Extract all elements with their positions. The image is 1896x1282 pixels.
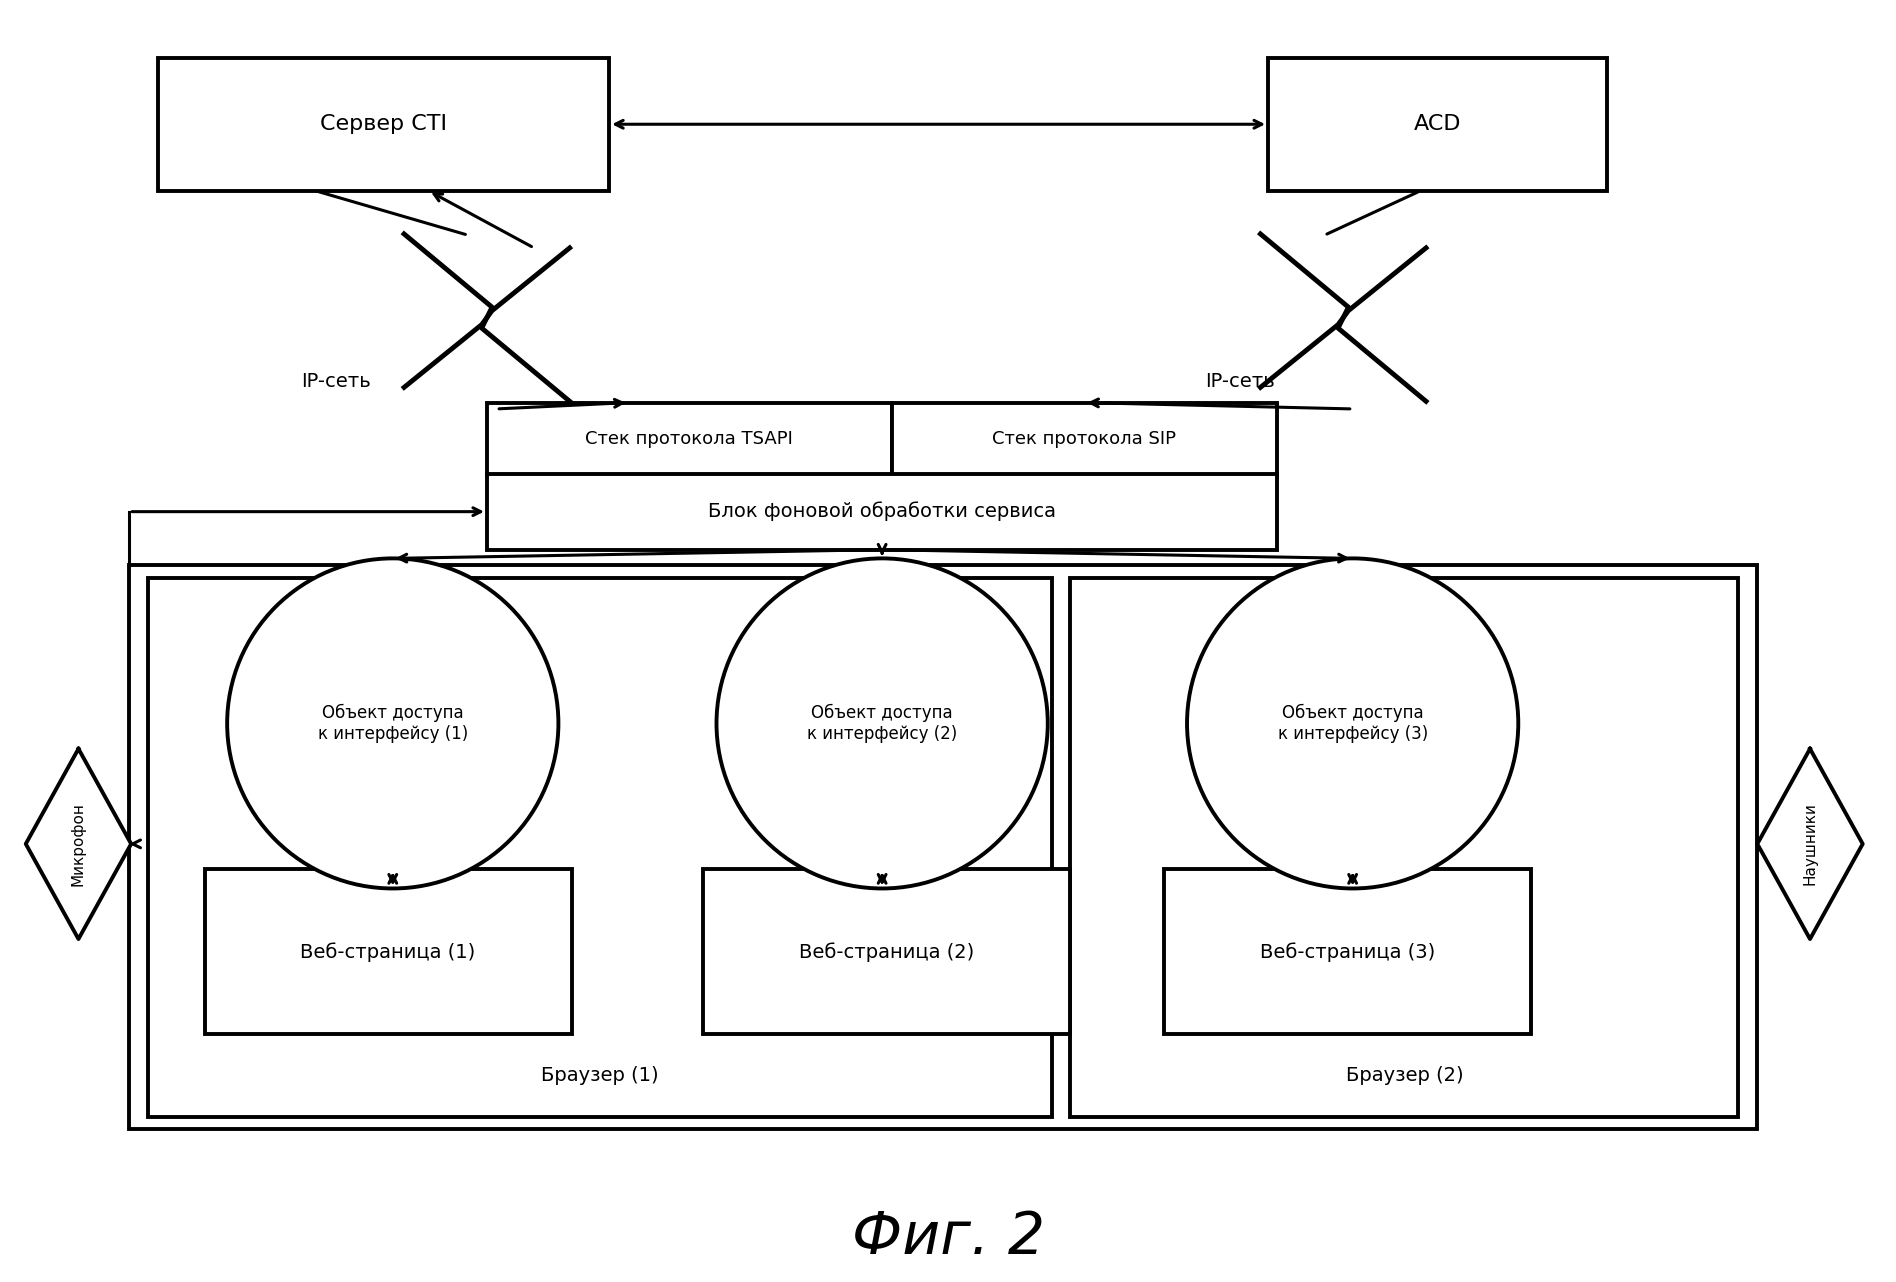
Text: ACD: ACD	[1414, 114, 1462, 135]
Text: Стек протокола SIP: Стек протокола SIP	[992, 431, 1176, 449]
Bar	[157, 58, 609, 191]
Text: Веб-страница (2): Веб-страница (2)	[800, 942, 975, 962]
Text: Браузер (2): Браузер (2)	[1346, 1065, 1464, 1085]
Bar	[1268, 58, 1606, 191]
Bar	[205, 869, 571, 1035]
Bar	[1164, 869, 1532, 1035]
Text: Объект доступа
к интерфейсу (2): Объект доступа к интерфейсу (2)	[808, 704, 957, 744]
Ellipse shape	[1187, 559, 1519, 888]
Text: Стек протокола TSAPI: Стек протокола TSAPI	[586, 431, 793, 449]
Text: Микрофон: Микрофон	[70, 803, 85, 886]
Text: IP-сеть: IP-сеть	[301, 372, 372, 391]
Text: Объект доступа
к интерфейсу (3): Объект доступа к интерфейсу (3)	[1278, 704, 1428, 744]
Text: Объект доступа
к интерфейсу (1): Объект доступа к интерфейсу (1)	[319, 704, 468, 744]
Polygon shape	[1758, 749, 1862, 938]
Text: Блок фоновой обработки сервиса: Блок фоновой обработки сервиса	[707, 501, 1056, 522]
Polygon shape	[27, 749, 131, 938]
Bar	[703, 869, 1071, 1035]
Bar	[1071, 578, 1739, 1117]
Ellipse shape	[228, 559, 559, 888]
Text: Сервер CTI: Сервер CTI	[320, 114, 447, 135]
Text: Веб-страница (3): Веб-страница (3)	[1261, 942, 1435, 962]
Text: Браузер (1): Браузер (1)	[540, 1065, 658, 1085]
Ellipse shape	[717, 559, 1048, 888]
Bar	[487, 473, 1278, 550]
Text: Веб-страница (1): Веб-страница (1)	[300, 942, 476, 962]
Bar	[487, 403, 891, 476]
Bar	[891, 403, 1278, 476]
Text: Наушники: Наушники	[1803, 803, 1818, 886]
Bar	[148, 578, 1052, 1117]
Text: IP-сеть: IP-сеть	[1204, 372, 1274, 391]
Text: Фиг. 2: Фиг. 2	[851, 1209, 1045, 1265]
Bar	[129, 565, 1758, 1129]
